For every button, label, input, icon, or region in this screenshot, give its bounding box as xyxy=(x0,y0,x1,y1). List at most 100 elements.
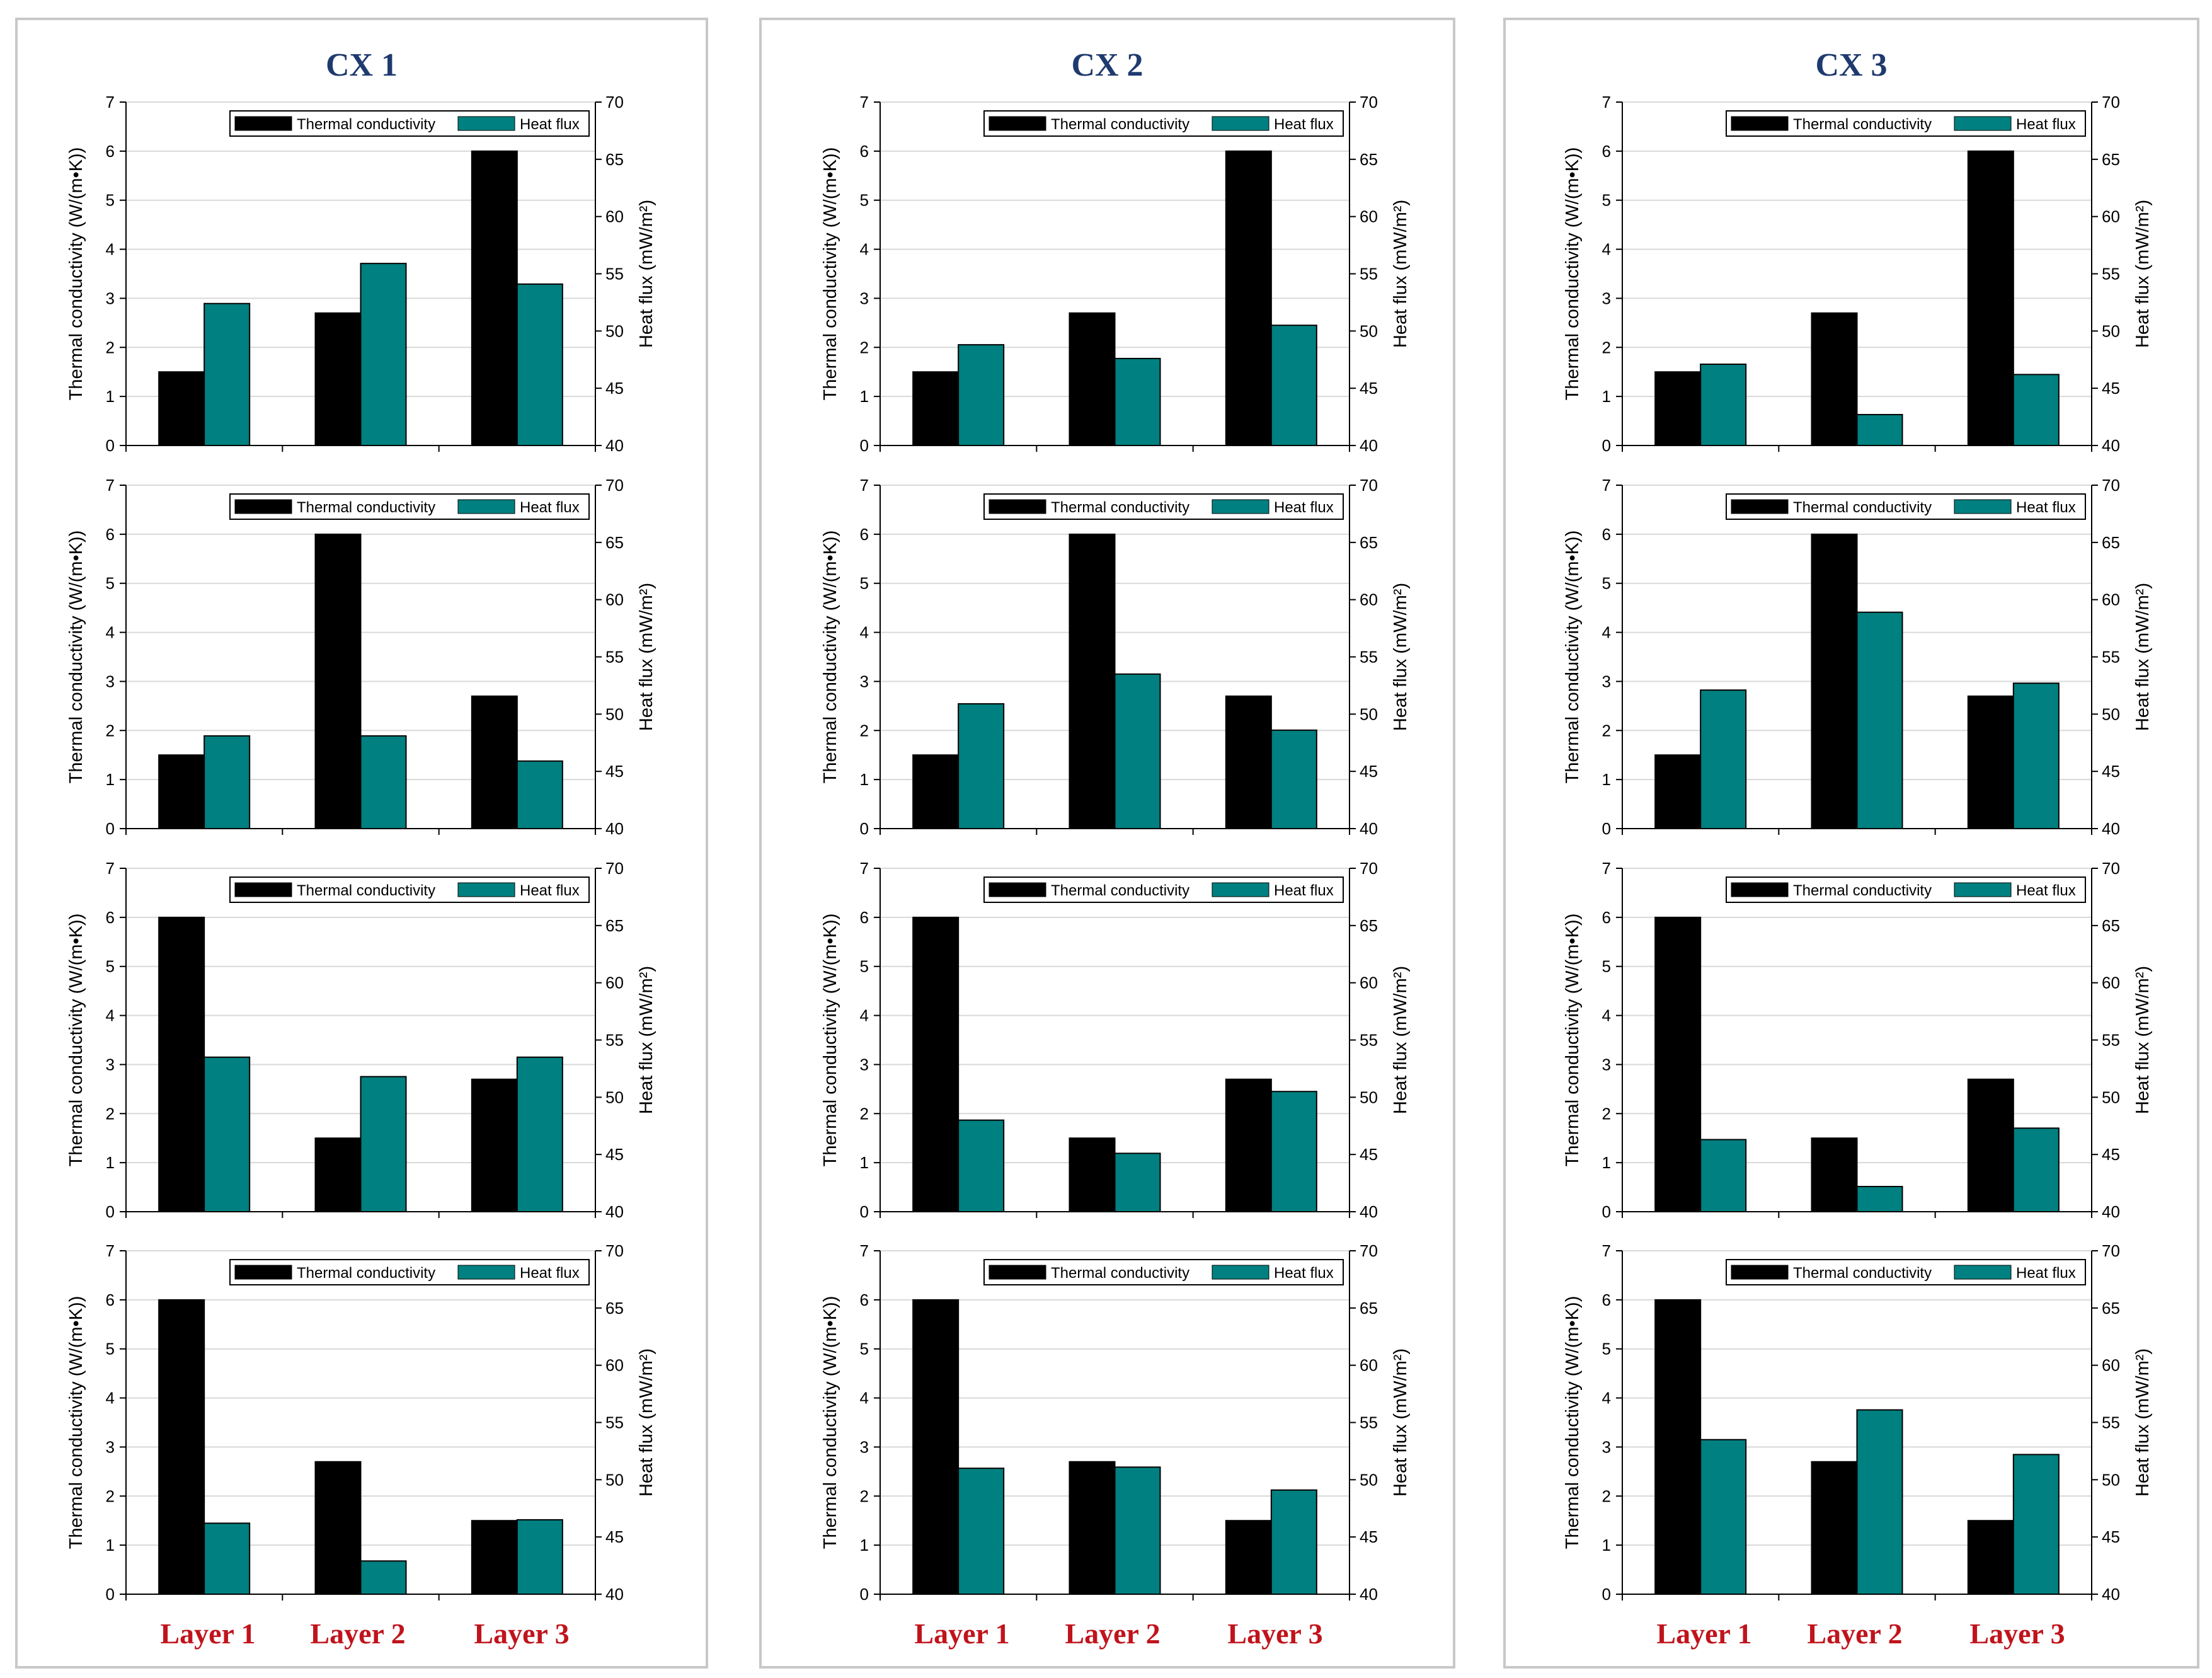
y-right-tick-label: 60 xyxy=(2102,974,2120,992)
y-right-tick-label: 60 xyxy=(605,1356,624,1375)
bar-heat-flux xyxy=(1270,1091,1317,1212)
legend-label-conductivity: Thermal conductivity xyxy=(1051,882,1189,899)
y-left-tick-label: 3 xyxy=(106,1437,115,1456)
y-right-tick-label: 55 xyxy=(1360,1031,1378,1050)
y-right-tick-label: 50 xyxy=(605,1088,624,1106)
y-right-tick-label: 65 xyxy=(1360,916,1378,935)
legend-swatch-heat-flux xyxy=(1954,1265,2012,1280)
y-right-tick-label: 45 xyxy=(605,1145,624,1164)
y-right-tick-label: 45 xyxy=(2102,1145,2120,1164)
y-right-tick-label: 60 xyxy=(605,590,624,609)
bar-thermal-conductivity xyxy=(1654,1299,1702,1595)
bar-heat-flux xyxy=(2012,1127,2060,1212)
y-right-tick-label: 65 xyxy=(1360,150,1378,169)
legend-label-conductivity: Thermal conductivity xyxy=(297,116,435,133)
y-left-tick-label: 3 xyxy=(860,1437,869,1456)
bar-heat-flux xyxy=(1114,1466,1161,1595)
y-right-tick-label: 50 xyxy=(2102,704,2120,723)
legend-swatch-heat-flux xyxy=(1212,1265,1269,1280)
bar-thermal-conductivity xyxy=(158,371,205,447)
bar-heat-flux xyxy=(360,1076,407,1212)
y-right-tick-label: 60 xyxy=(1360,1356,1378,1375)
bar-heat-flux xyxy=(1856,1409,1903,1595)
y-left-tick-label: 3 xyxy=(1602,1055,1611,1074)
legend-swatch-conductivity xyxy=(234,1265,292,1280)
y-left-axis-title: Thermal conductivity (W/(m•K)) xyxy=(1562,531,1583,784)
layer-label-cx1-3: Layer 3 xyxy=(474,1618,570,1650)
bar-thermal-conductivity xyxy=(158,1299,205,1595)
bar-thermal-conductivity xyxy=(314,533,362,829)
y-right-tick-label: 55 xyxy=(2102,1031,2120,1050)
y-right-tick-label: 55 xyxy=(605,1031,624,1050)
y-left-tick-label: 5 xyxy=(106,1340,115,1359)
legend-swatch-heat-flux xyxy=(457,1265,515,1280)
legend-label-conductivity: Thermal conductivity xyxy=(297,882,435,899)
bar-heat-flux xyxy=(360,263,407,446)
legend-swatch-heat-flux xyxy=(1212,499,1269,514)
y-right-tick-label: 65 xyxy=(1360,533,1378,552)
legend-label-heat-flux: Heat flux xyxy=(1274,882,1334,899)
bar-thermal-conductivity xyxy=(471,1078,518,1212)
bar-heat-flux xyxy=(2012,374,2060,446)
legend-label-heat-flux: Heat flux xyxy=(2016,1265,2076,1282)
bar-thermal-conductivity xyxy=(471,695,518,829)
panel-title: CX 1 xyxy=(325,47,398,83)
y-left-tick-label: 0 xyxy=(1602,819,1611,838)
y-right-tick-label: 45 xyxy=(1360,1527,1378,1546)
y-left-tick-label: 7 xyxy=(860,476,869,495)
y-right-axis-title: Heat flux (mW/m²) xyxy=(636,1348,656,1497)
y-right-tick-label: 65 xyxy=(605,1299,624,1318)
legend-label-heat-flux: Heat flux xyxy=(520,882,580,899)
y-right-axis-title: Heat flux (mW/m²) xyxy=(636,583,656,731)
y-left-tick-label: 0 xyxy=(106,1585,115,1604)
y-left-axis-title: Thermal conductivity (W/(m•K)) xyxy=(820,1296,840,1549)
y-right-tick-label: 40 xyxy=(1360,436,1378,455)
legend-swatch-heat-flux xyxy=(1212,882,1269,897)
bar-thermal-conductivity xyxy=(1225,1520,1272,1595)
y-left-tick-label: 7 xyxy=(106,1241,115,1260)
y-right-tick-label: 40 xyxy=(605,436,624,455)
panel-title: CX 3 xyxy=(1815,47,1888,83)
y-left-tick-label: 5 xyxy=(1602,957,1611,976)
layer-label-cx2-2: Layer 2 xyxy=(1065,1618,1160,1650)
legend-label-heat-flux: Heat flux xyxy=(2016,882,2076,899)
y-right-axis-title: Heat flux (mW/m²) xyxy=(636,966,656,1114)
y-left-tick-label: 2 xyxy=(1602,1486,1611,1505)
bar-heat-flux xyxy=(203,1522,251,1595)
bar-thermal-conductivity xyxy=(1225,1078,1272,1212)
y-left-tick-label: 1 xyxy=(1602,1153,1611,1172)
y-right-tick-label: 55 xyxy=(2102,265,2120,284)
layer-label-cx2-1: Layer 1 xyxy=(914,1618,1010,1650)
bar-thermal-conductivity xyxy=(1069,533,1116,829)
y-right-axis-title: Heat flux (mW/m²) xyxy=(2133,966,2153,1114)
y-left-tick-label: 5 xyxy=(106,574,115,593)
panel-cx2: CX 2 xyxy=(759,18,1455,1669)
y-left-tick-label: 6 xyxy=(106,142,115,161)
y-right-tick-label: 40 xyxy=(2102,1202,2120,1221)
y-right-tick-label: 70 xyxy=(1360,1241,1378,1260)
y-left-tick-label: 6 xyxy=(860,525,869,544)
y-right-tick-label: 60 xyxy=(2102,1356,2120,1375)
y-left-tick-label: 4 xyxy=(1602,240,1611,259)
y-right-tick-label: 55 xyxy=(605,1413,624,1432)
y-right-tick-label: 45 xyxy=(1360,1145,1378,1164)
y-right-tick-label: 50 xyxy=(605,1470,624,1489)
y-left-tick-label: 4 xyxy=(860,1006,869,1025)
bar-heat-flux xyxy=(1270,1489,1317,1595)
y-right-tick-label: 60 xyxy=(605,207,624,226)
y-left-axis-title: Thermal conductivity (W/(m•K)) xyxy=(820,147,840,401)
bar-thermal-conductivity xyxy=(1225,695,1272,829)
y-right-tick-label: 45 xyxy=(2102,762,2120,781)
y-left-tick-label: 6 xyxy=(860,1290,869,1309)
y-right-axis-title: Heat flux (mW/m²) xyxy=(1390,583,1411,731)
bar-thermal-conductivity xyxy=(314,1137,362,1213)
bar-heat-flux xyxy=(1700,689,1747,829)
legend-swatch-conductivity xyxy=(1731,499,1789,514)
legend-label-heat-flux: Heat flux xyxy=(1274,116,1334,133)
y-left-tick-label: 6 xyxy=(106,525,115,544)
y-right-tick-label: 60 xyxy=(1360,590,1378,609)
bar-heat-flux xyxy=(360,1560,407,1595)
y-right-tick-label: 45 xyxy=(2102,379,2120,398)
y-right-tick-label: 55 xyxy=(2102,648,2120,667)
